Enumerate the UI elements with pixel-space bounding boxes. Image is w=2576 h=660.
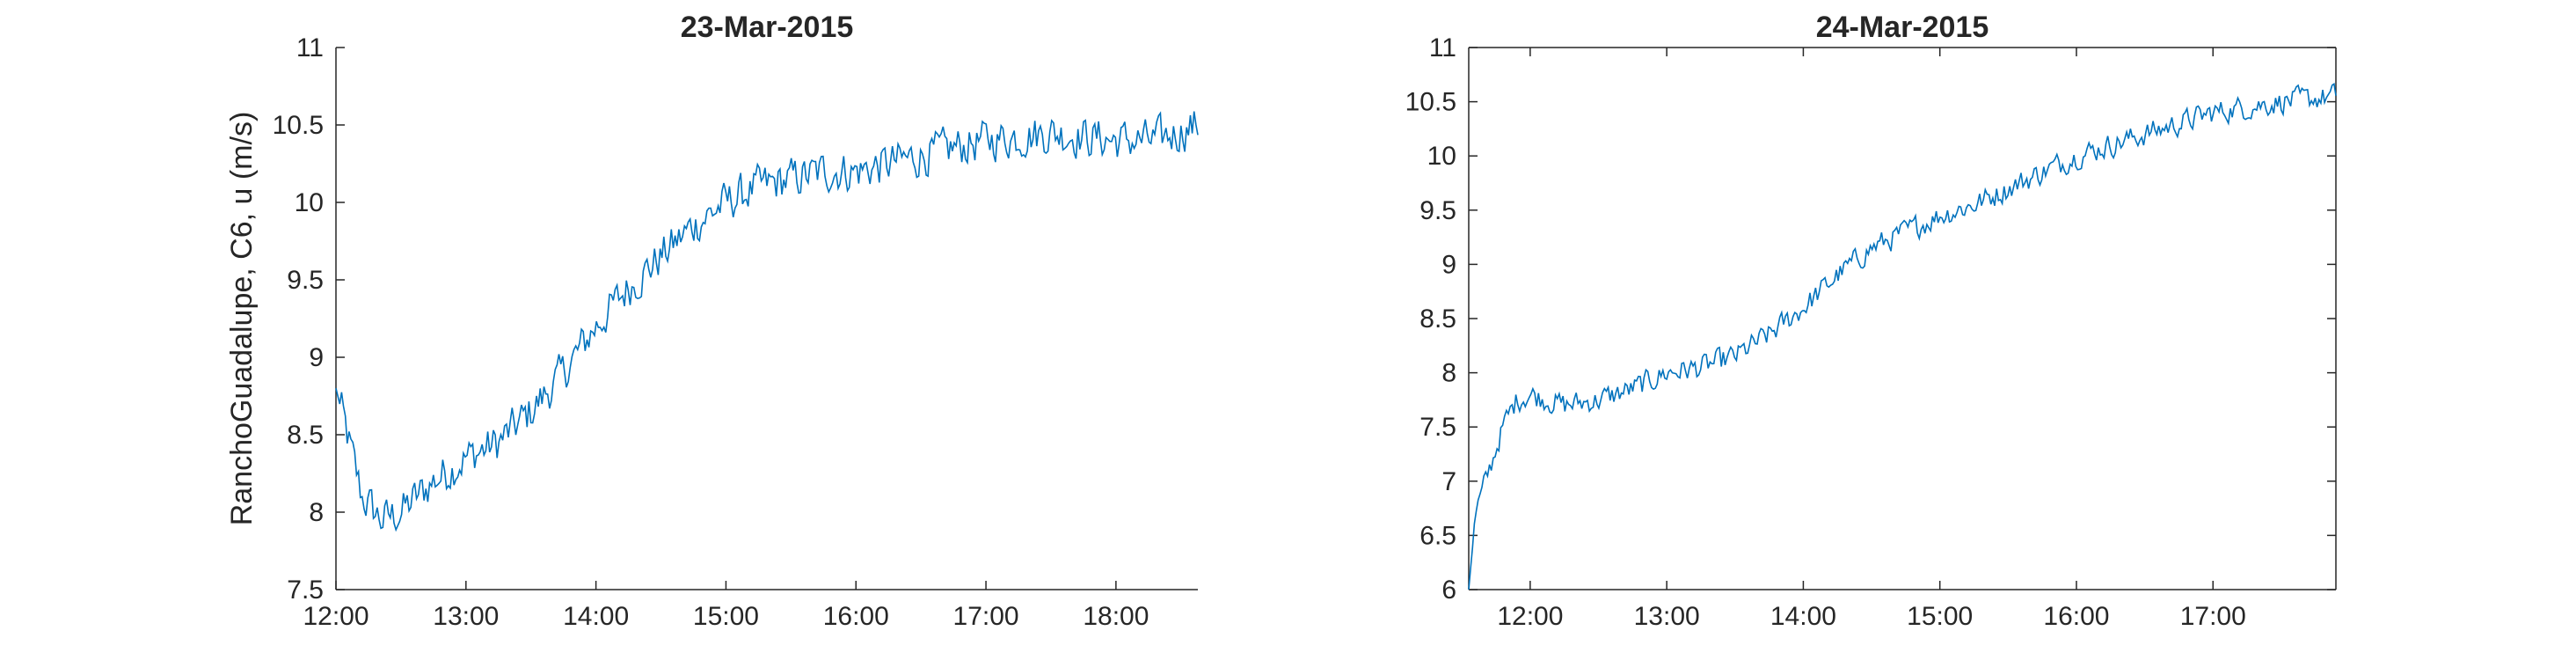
y-tick-label: 9.5: [287, 266, 324, 295]
y-tick-label: 7.5: [287, 576, 324, 605]
y-tick-label: 9.5: [1419, 196, 1456, 225]
y-tick-label: 6.5: [1419, 521, 1456, 550]
x-tick-label: 17:00: [953, 602, 1019, 631]
chart-title: 23-Mar-2015: [681, 11, 854, 44]
y-tick-label: 6: [1441, 576, 1456, 605]
x-tick-label: 16:00: [2043, 602, 2109, 631]
x-tick-label: 12:00: [1497, 602, 1563, 631]
y-tick-label: 10: [295, 188, 324, 217]
x-tick-label: 13:00: [1634, 602, 1700, 631]
chart-title: 24-Mar-2015: [1816, 11, 1989, 44]
x-tick-label: 16:00: [823, 602, 889, 631]
y-tick-label: 7.5: [1419, 413, 1456, 442]
y-tick-label: 8: [309, 498, 324, 527]
x-tick-label: 12:00: [303, 602, 369, 631]
x-tick-label: 14:00: [1770, 602, 1836, 631]
x-tick-label: 13:00: [433, 602, 499, 631]
y-tick-label: 11: [1429, 33, 1456, 62]
y-tick-label: 10.5: [273, 111, 324, 140]
y-tick-label: 9: [1441, 250, 1456, 279]
y-tick-label: 7: [1441, 467, 1456, 496]
y-tick-label: 10: [1427, 142, 1456, 171]
y-axis-label: RanchoGuadalupe, C6, u (m/s): [225, 112, 259, 526]
x-tick-label: 15:00: [1907, 602, 1973, 631]
y-tick-label: 10.5: [1405, 88, 1456, 117]
y-tick-label: 8: [1441, 359, 1456, 388]
x-tick-label: 15:00: [693, 602, 759, 631]
x-tick-label: 18:00: [1083, 602, 1149, 631]
y-tick-label: 8.5: [287, 421, 324, 450]
y-tick-label: 11: [296, 33, 324, 62]
x-tick-label: 17:00: [2180, 602, 2246, 631]
chart-23-mar-2015: 23-Mar-2015 RanchoGuadalupe, C6, u (m/s)…: [225, 11, 1199, 631]
x-tick-label: 14:00: [563, 602, 629, 631]
chart-24-mar-2015: 24-Mar-2015 6 6.5 7 7.5 8 8.5 9 9.5 10 10.5 11 12:0…: [1405, 11, 2337, 631]
y-tick-label: 8.5: [1419, 304, 1456, 334]
series-line: [1468, 83, 2337, 590]
y-tick-label: 9: [309, 343, 324, 372]
series-line: [335, 111, 1199, 532]
